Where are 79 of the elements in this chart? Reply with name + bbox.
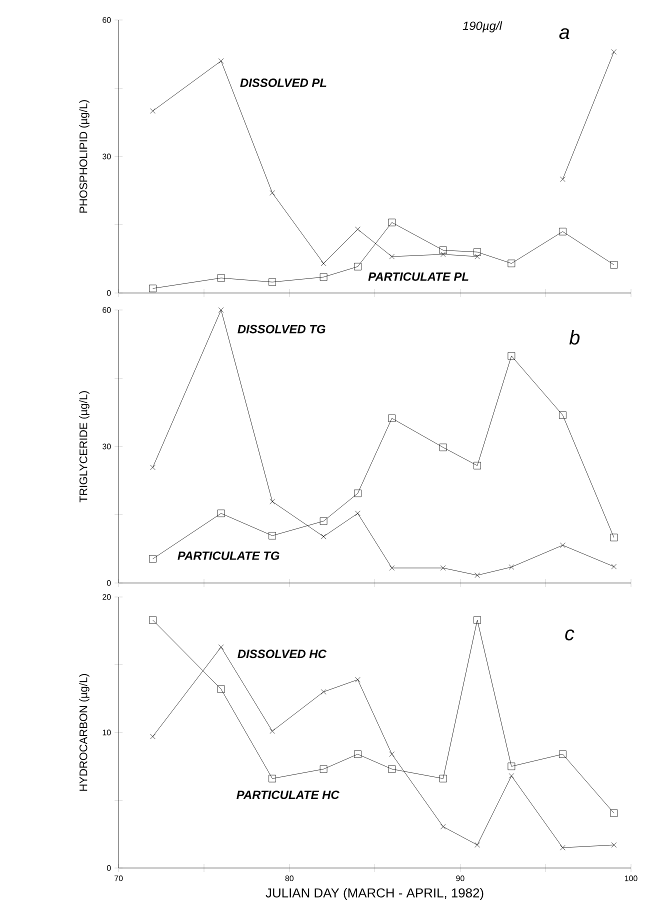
point <box>217 685 225 693</box>
point <box>440 252 446 257</box>
annotation: 190µg/l <box>462 21 502 32</box>
point <box>270 728 275 734</box>
point <box>559 411 566 419</box>
annotation: b <box>569 330 580 345</box>
point <box>270 498 275 504</box>
point <box>218 644 224 650</box>
point <box>610 261 618 268</box>
point <box>320 534 326 540</box>
point <box>508 260 516 268</box>
point <box>611 49 617 55</box>
point <box>389 752 395 757</box>
point <box>508 762 516 770</box>
point <box>474 842 480 848</box>
point <box>354 750 362 758</box>
point <box>474 616 481 624</box>
point <box>217 510 225 518</box>
x-axis-title: JULIAN DAY (MARCH - APRIL, 1982) <box>266 888 484 900</box>
point <box>440 824 446 830</box>
point <box>508 564 514 570</box>
point <box>355 510 360 516</box>
point <box>268 532 276 540</box>
point <box>218 307 224 313</box>
point <box>610 534 618 542</box>
y-axis-title: PHOSPHOLIPID (µg/L) <box>79 100 90 213</box>
point <box>150 464 156 470</box>
point <box>218 58 224 64</box>
series-label: DISSOLVED PL <box>240 78 326 88</box>
point <box>268 774 276 782</box>
point <box>439 246 447 254</box>
point <box>354 262 362 270</box>
point <box>560 176 566 182</box>
point <box>474 248 481 256</box>
point <box>560 542 566 548</box>
point <box>389 565 395 571</box>
point <box>217 274 225 282</box>
point <box>611 842 617 848</box>
series-label: DISSOLVED HC <box>238 650 327 658</box>
point <box>474 572 480 578</box>
point <box>559 228 566 236</box>
point <box>355 226 360 232</box>
point <box>560 845 566 850</box>
y-axis-title: TRIGLYCERIDE (µg/L) <box>79 391 90 502</box>
series-label: PARTICULATE TG <box>178 551 280 560</box>
point <box>354 490 362 498</box>
series-label: DISSOLVED TG <box>238 324 326 334</box>
point <box>389 254 395 260</box>
annotation: a <box>559 28 570 40</box>
point <box>355 676 360 682</box>
point <box>149 555 156 563</box>
point <box>440 565 446 571</box>
point <box>474 254 480 260</box>
series-label: PARTICULATE PL <box>368 272 468 281</box>
point <box>149 284 156 292</box>
point <box>610 809 618 817</box>
point <box>559 750 566 758</box>
point <box>439 774 447 782</box>
point <box>149 616 156 624</box>
point <box>270 190 275 196</box>
point <box>388 218 396 226</box>
point <box>268 278 276 286</box>
point <box>439 444 447 452</box>
point <box>320 517 328 525</box>
point <box>150 734 156 740</box>
point <box>150 108 156 114</box>
point <box>474 462 481 470</box>
point <box>508 352 516 360</box>
y-axis-title: HYDROCARBON (µg/L) <box>79 674 90 791</box>
point <box>388 414 396 422</box>
point <box>320 765 328 773</box>
point <box>611 564 617 570</box>
series-label: PARTICULATE HC <box>236 790 340 800</box>
point <box>320 260 326 266</box>
point <box>508 773 514 779</box>
annotation: c <box>565 629 574 640</box>
point <box>320 273 328 281</box>
point <box>388 765 396 773</box>
point <box>320 689 326 695</box>
